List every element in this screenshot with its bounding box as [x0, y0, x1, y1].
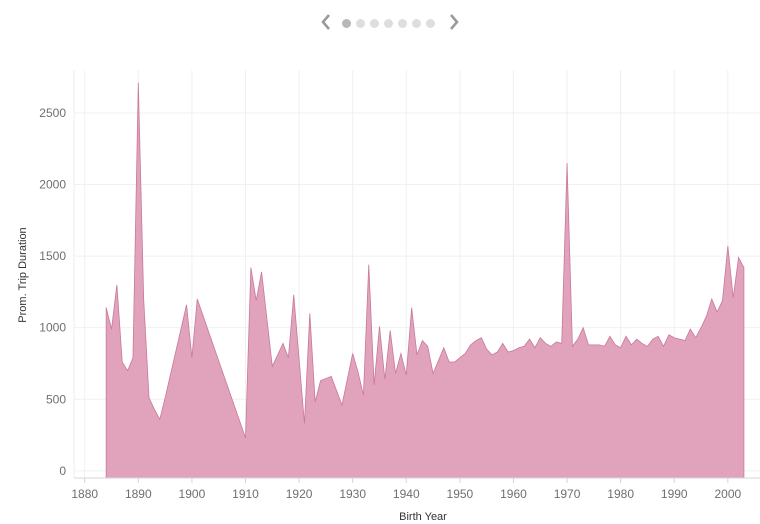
y-tick-label: 2000 [39, 178, 66, 192]
x-tick-label: 1930 [339, 487, 366, 501]
x-tick-label: 1980 [607, 487, 634, 501]
x-tick-label: 1920 [286, 487, 313, 501]
x-axis-title: Birth Year [399, 511, 447, 523]
series-area [105, 82, 745, 479]
page-dot[interactable] [426, 19, 435, 28]
series-area-path [105, 82, 745, 479]
page-dot[interactable] [412, 19, 421, 28]
y-tick-label: 500 [46, 392, 66, 406]
x-tick-label: 1940 [393, 487, 420, 501]
y-axis-title: Prom. Trip Duration [17, 227, 29, 322]
x-tick-label: 1950 [447, 487, 474, 501]
x-tick-label: 1890 [125, 487, 152, 501]
y-tick-label: 2500 [39, 106, 66, 120]
x-tick-label: 1900 [179, 487, 206, 501]
x-tick-label: 1970 [554, 487, 581, 501]
y-tick-label: 0 [59, 464, 66, 478]
page-dot[interactable] [398, 19, 407, 28]
x-tick-label: 1910 [232, 487, 259, 501]
x-tick-label: 1960 [500, 487, 527, 501]
page-navigator [0, 10, 760, 36]
page-dot[interactable] [356, 19, 365, 28]
chevron-right-icon[interactable] [447, 13, 461, 31]
page-dot[interactable] [370, 19, 379, 28]
chevron-left-icon[interactable] [319, 13, 333, 31]
y-tick-label: 1000 [39, 321, 66, 335]
page-dot[interactable] [342, 19, 351, 28]
x-tick-label: 2000 [714, 487, 741, 501]
y-tick-label: 1500 [39, 249, 66, 263]
page-dot[interactable] [384, 19, 393, 28]
axes: 1880 1890 1900 1910 1920 1930 1940 1950 1960 1970… [39, 70, 760, 501]
x-tick-label: 1880 [71, 487, 98, 501]
x-tick-label: 1990 [661, 487, 688, 501]
